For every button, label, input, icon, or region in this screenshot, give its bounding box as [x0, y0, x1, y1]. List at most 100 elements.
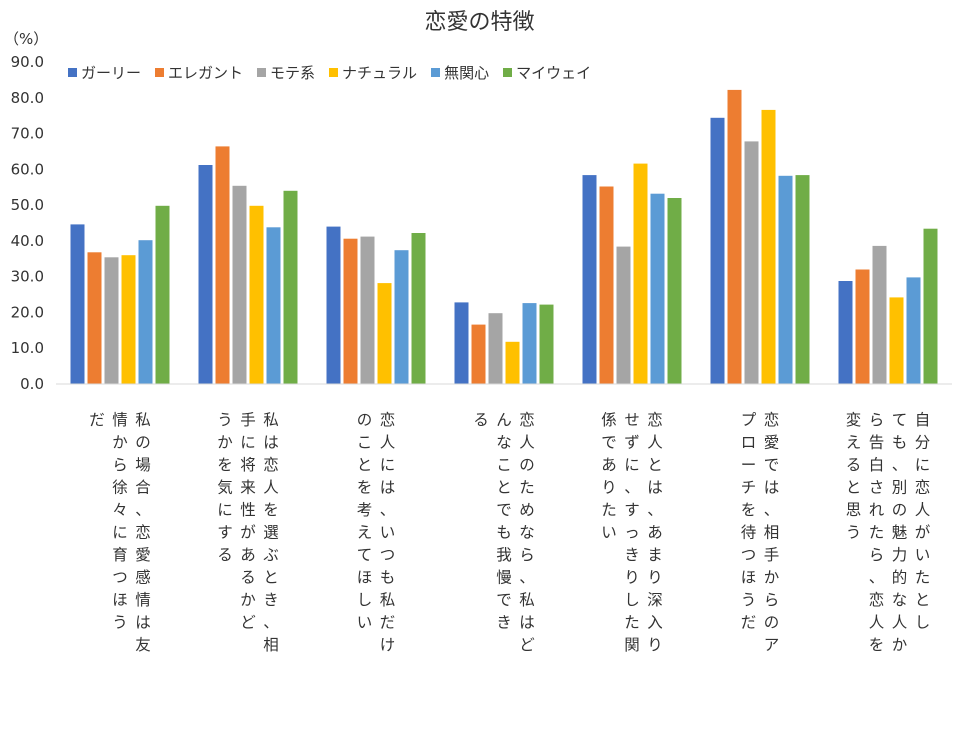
category-label-char: と	[357, 456, 373, 474]
category-label-char: な	[892, 591, 908, 609]
bar	[121, 255, 136, 384]
category-label-char: た	[869, 524, 885, 542]
category-label-char: こ	[357, 434, 373, 452]
y-tick-label: 30.0	[11, 268, 44, 286]
category-label-char: 、	[380, 501, 396, 519]
category-label-char: ら	[112, 456, 128, 474]
bar	[539, 304, 554, 384]
legend-item: ナチュラル	[329, 62, 417, 83]
legend-swatch	[68, 67, 77, 77]
y-tick-label: 60.0	[11, 160, 44, 178]
category-label-char: 場	[135, 456, 151, 474]
category-label-char: せ	[624, 411, 640, 429]
bar	[889, 297, 904, 384]
bar	[411, 233, 426, 384]
category-label-char: ま	[647, 546, 663, 564]
category-label-char: は	[263, 434, 279, 452]
category-label-char: 人	[869, 614, 885, 632]
bar	[104, 257, 119, 384]
bar	[471, 324, 486, 384]
category-label-char: 白	[869, 456, 885, 474]
legend-swatch	[155, 67, 165, 77]
legend-label: 無関心	[444, 63, 490, 82]
category-label-char: 深	[647, 591, 663, 609]
category-label-char: に	[624, 456, 640, 474]
category-label-char: 愛	[764, 434, 780, 452]
category-label-char: プ	[741, 411, 757, 429]
legend: ガーリー エレガント モテ系 ナチュラル 無関心 マイウェイ	[68, 62, 591, 82]
y-tick-label: 70.0	[11, 125, 44, 143]
bar	[394, 250, 409, 384]
category-label-char: す	[217, 524, 233, 542]
category-label-char: で	[496, 501, 512, 519]
bar	[744, 141, 759, 384]
chart-title: 恋愛の特徴	[424, 10, 535, 35]
y-tick-label: 0.0	[20, 375, 44, 393]
category-label-char: あ	[240, 546, 256, 564]
bar	[266, 227, 281, 384]
category-label-char: い	[357, 614, 373, 632]
category-label-char: し	[357, 591, 373, 609]
category-label-char: か	[217, 434, 233, 452]
category-label-char: 情	[135, 591, 151, 609]
category-label-char: の	[519, 456, 535, 474]
category-label-char: 将	[240, 456, 256, 474]
category-label-char: 恋	[764, 410, 780, 429]
category-label-char: ら	[869, 411, 885, 429]
category-label-char: 関	[624, 636, 640, 654]
legend-item: マイウェイ	[503, 62, 591, 83]
category-label-char: が	[240, 524, 256, 542]
bar	[761, 109, 776, 385]
bar	[923, 228, 938, 384]
category-label-char: 人	[892, 614, 908, 632]
category-label-char: と	[263, 569, 279, 587]
category-label-char: か	[764, 569, 780, 587]
category-label-char: 恋	[263, 455, 279, 474]
category-label-char: だ	[89, 411, 105, 429]
bar	[488, 313, 503, 384]
category-label-char: 恋	[647, 410, 663, 429]
category-label-char: う	[846, 524, 862, 542]
category-label-char: 人	[519, 434, 535, 452]
bar	[727, 89, 742, 385]
category-label-char: と	[647, 456, 663, 474]
category-label-char: 私	[519, 591, 535, 609]
category-label-char: は	[764, 479, 780, 497]
category-label-char: に	[240, 434, 256, 452]
category-label-char: て	[892, 411, 908, 429]
bar	[795, 175, 810, 384]
category-label-char: つ	[741, 546, 757, 564]
legend-swatch	[503, 67, 513, 77]
bar	[326, 226, 341, 384]
category-label-char: ず	[624, 434, 640, 452]
category-label-char: 恋	[135, 523, 151, 542]
category-label-char: ぶ	[263, 546, 279, 564]
legend-item: モテ系	[257, 62, 315, 83]
category-label-char: 選	[263, 524, 279, 542]
bar	[505, 341, 520, 384]
category-label-char: い	[601, 524, 617, 542]
category-label-char: ど	[240, 614, 256, 632]
bar	[838, 281, 853, 384]
category-label-char: 人	[915, 501, 931, 519]
category-label-char: 々	[112, 501, 128, 519]
y-tick-label: 90.0	[11, 53, 44, 71]
category-label-char: 、	[764, 501, 780, 519]
category-label-char: 育	[112, 546, 128, 564]
category-label-char: で	[764, 456, 780, 474]
category-label-char: 感	[135, 569, 151, 587]
category-label-char: き	[624, 546, 640, 564]
category-label-char: 手	[764, 546, 780, 564]
category-label-char: ら	[869, 546, 885, 564]
category-label-char: 入	[647, 614, 663, 632]
category-label-char: 徐	[112, 479, 128, 497]
bar	[906, 277, 921, 384]
category-label-char: ら	[519, 546, 535, 564]
